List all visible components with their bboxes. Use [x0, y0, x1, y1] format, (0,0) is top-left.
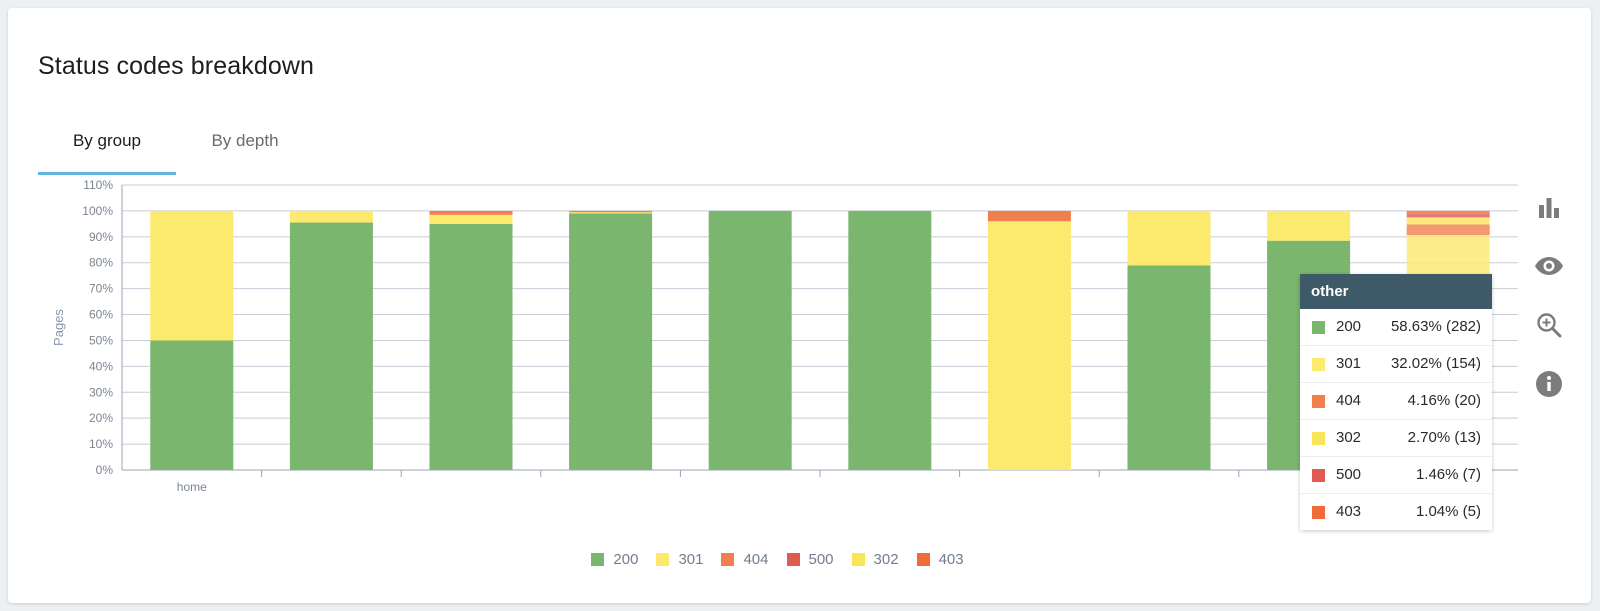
bar-segment-404 [987, 210, 1071, 222]
tooltip-value: 1.46% (7) [1415, 466, 1481, 483]
tab-bar: By group By depth [38, 121, 338, 175]
legend-item-301[interactable]: 301 [656, 551, 703, 568]
zoom-in-icon[interactable] [1531, 307, 1567, 343]
chart-legend: 200 301 404 500 302 403 [0, 551, 1555, 568]
tooltip-code: 200 [1336, 318, 1362, 335]
tooltip-value: 1.04% (5) [1415, 503, 1481, 520]
bar-segment-301 [1127, 210, 1211, 266]
legend-label: 404 [743, 551, 769, 568]
tooltip-swatch-200 [1312, 321, 1325, 334]
bar-segment-200 [848, 210, 932, 470]
y-tick-label: 40% [89, 359, 113, 373]
legend-item-404[interactable]: 404 [721, 551, 769, 568]
y-tick-label: 100% [82, 204, 113, 218]
tooltip-value: 58.63% (282) [1390, 318, 1481, 335]
tooltip-code: 301 [1336, 355, 1362, 372]
bar-segment-200 [429, 223, 513, 470]
tooltip-value: 2.70% (13) [1407, 429, 1481, 446]
tooltip-swatch-403 [1312, 506, 1325, 519]
tooltip-title: other [1300, 274, 1492, 309]
legend-item-500[interactable]: 500 [786, 551, 834, 568]
card-title: Status codes breakdown [38, 52, 314, 80]
tooltip-value: 32.02% (154) [1390, 355, 1481, 372]
tooltip-code: 403 [1336, 503, 1362, 520]
y-tick-label: 20% [89, 411, 113, 425]
bar-segment-404 [1406, 224, 1490, 236]
y-tick-label: 50% [89, 333, 113, 347]
bar-segment-302 [1406, 217, 1490, 225]
legend-swatch [656, 553, 670, 566]
bar-segment-200 [150, 340, 234, 470]
tooltip-swatch-301 [1312, 358, 1325, 371]
tooltip-swatch-500 [1312, 469, 1325, 482]
y-tick-label: 0% [96, 463, 114, 477]
y-tick-label: 30% [89, 385, 113, 399]
bar-segment-500 [1406, 213, 1490, 218]
tooltip-code: 500 [1336, 466, 1362, 483]
bar-segment-200 [708, 210, 792, 470]
bar-segment-301 [569, 212, 653, 214]
legend-label: 301 [678, 551, 704, 568]
tooltip-value: 4.16% (20) [1407, 392, 1481, 409]
tooltip-row: 302 2.70% (13) [1300, 420, 1492, 457]
bar-chart-icon[interactable] [1531, 190, 1567, 226]
tooltip-row: 403 1.04% (5) [1300, 494, 1492, 530]
y-tick-label: 60% [89, 308, 113, 322]
legend-label: 302 [873, 551, 899, 568]
bar-segment-301 [429, 214, 513, 224]
legend-label: 403 [938, 551, 964, 568]
bar-segment-301 [1267, 210, 1351, 241]
bar-segment-404 [429, 210, 513, 215]
tab-by-depth[interactable]: By depth [211, 131, 279, 150]
bar-segment-200 [569, 213, 653, 470]
tooltip-row: 500 1.46% (7) [1300, 457, 1492, 494]
x-tick-label: home [177, 480, 207, 494]
bar-segment-403 [1406, 210, 1490, 214]
tooltip-code: 404 [1336, 392, 1362, 409]
tab-by-group[interactable]: By group [38, 121, 176, 175]
bar-segment-200 [1127, 265, 1211, 470]
tooltip-row: 301 32.02% (154) [1300, 346, 1492, 383]
tooltip-rows: 200 58.63% (282) 301 32.02% (154) 404 4.… [1300, 309, 1492, 530]
legend-item-403[interactable]: 403 [916, 551, 964, 568]
chart-tooltip: other 200 58.63% (282) 301 32.02% (154) … [1300, 274, 1492, 530]
bar-segment-404 [569, 210, 653, 213]
eye-icon[interactable] [1531, 248, 1567, 284]
legend-item-302[interactable]: 302 [851, 551, 899, 568]
bar-segment-301 [150, 210, 234, 341]
info-icon[interactable] [1531, 366, 1567, 402]
tooltip-swatch-404 [1312, 395, 1325, 408]
y-tick-label: 110% [83, 178, 113, 192]
tooltip-row: 200 58.63% (282) [1300, 309, 1492, 346]
legend-swatch [786, 553, 800, 566]
legend-swatch [851, 553, 865, 566]
legend-swatch [591, 553, 605, 566]
y-tick-label: 90% [89, 230, 113, 244]
bar-segment-301 [289, 210, 373, 223]
bar-segment-200 [289, 222, 373, 470]
legend-label: 500 [808, 551, 834, 568]
legend-swatch [916, 553, 930, 566]
tooltip-row: 404 4.16% (20) [1300, 383, 1492, 420]
y-axis-title: Pages [51, 309, 66, 346]
y-tick-label: 70% [89, 282, 113, 296]
bar-segment-301 [987, 221, 1071, 470]
tooltip-code: 302 [1336, 429, 1362, 446]
y-tick-label: 10% [89, 437, 113, 451]
legend-label: 200 [613, 551, 639, 568]
tooltip-swatch-302 [1312, 432, 1325, 445]
legend-item-200[interactable]: 200 [591, 551, 638, 568]
y-tick-label: 80% [89, 256, 113, 270]
legend-swatch [721, 553, 735, 566]
